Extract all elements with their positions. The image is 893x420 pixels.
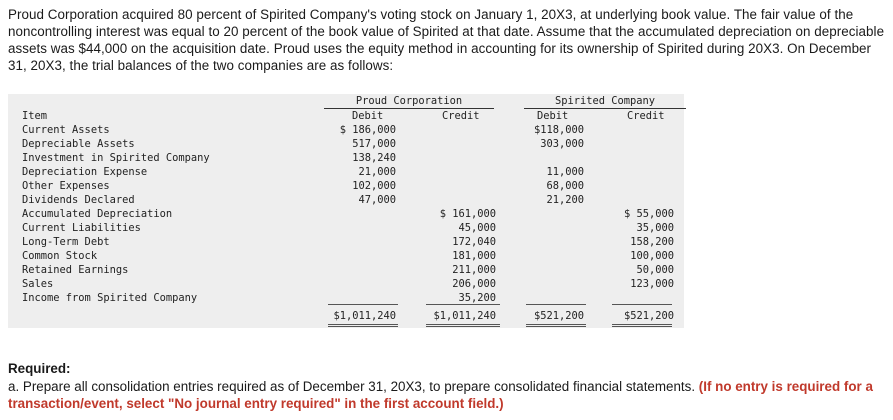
cell-proud-credit: 35,200 — [458, 292, 496, 304]
cell-proud-debit: 21,000 — [358, 166, 396, 178]
cell-spirited-credit: 158,200 — [630, 236, 674, 248]
cell-spirited-debit: 303,000 — [540, 138, 584, 150]
cell-proud-credit: 211,000 — [452, 264, 496, 276]
row-label: Income from Spirited Company — [22, 292, 198, 304]
cell-spirited-debit: $118,000 — [533, 124, 584, 136]
required-note: (If no entry is required for a transacti… — [8, 379, 873, 411]
cell-spirited-credit: 35,000 — [636, 222, 674, 234]
total-rule-spirited-credit — [612, 304, 672, 305]
row-label: Depreciable Assets — [22, 138, 135, 150]
column-header-spirited-debit: Debit — [537, 110, 569, 122]
cell-spirited-credit: 123,000 — [630, 278, 674, 290]
column-header-item: Item — [22, 110, 48, 122]
row-label: Dividends Declared — [22, 194, 135, 206]
cell-proud-credit: 172,040 — [452, 236, 496, 248]
cell-proud-debit: 47,000 — [358, 194, 396, 206]
total-proud-credit: $1,011,240 — [433, 310, 496, 322]
double-rule-spirited-debit — [526, 324, 586, 327]
row-label: Retained Earnings — [22, 264, 129, 276]
column-header-proud-credit: Credit — [442, 110, 480, 122]
cell-spirited-debit: 11,000 — [546, 166, 584, 178]
cell-proud-debit: 517,000 — [352, 138, 396, 150]
row-label: Long-Term Debt — [22, 236, 110, 248]
row-label: Accumulated Depreciation — [22, 208, 173, 220]
double-rule-spirited-credit — [612, 324, 672, 327]
row-label: Current Liabilities — [22, 222, 141, 234]
required-task: a. Prepare all consolidation entries req… — [8, 379, 696, 394]
double-rule-proud-credit — [426, 324, 500, 327]
required-instructions: a. Prepare all consolidation entries req… — [8, 378, 888, 412]
row-label: Common Stock — [22, 250, 98, 262]
cell-proud-credit: 206,000 — [452, 278, 496, 290]
cell-proud-credit: 45,000 — [458, 222, 496, 234]
group-header-spirited: Spirited Company — [554, 95, 656, 107]
total-rule-spirited-debit — [526, 304, 586, 305]
cell-proud-debit: 138,240 — [352, 152, 396, 164]
trial-balance-table: Proud Corporation Spirited Company Item … — [8, 94, 686, 328]
group-header-proud: Proud Corporation — [355, 95, 463, 107]
column-header-spirited-credit: Credit — [627, 110, 665, 122]
problem-statement: Proud Corporation acquired 80 percent of… — [8, 7, 885, 73]
row-label: Investment in Spirited Company — [22, 152, 210, 164]
cell-proud-debit: 102,000 — [352, 180, 396, 192]
row-label: Depreciation Expense — [22, 166, 148, 178]
cell-spirited-debit: 68,000 — [546, 180, 584, 192]
row-label: Other Expenses — [22, 180, 110, 192]
group-underline-spirited — [524, 108, 686, 109]
cell-spirited-debit: 21,200 — [546, 194, 584, 206]
group-underline-proud — [324, 108, 494, 109]
double-rule-proud-debit — [328, 324, 398, 327]
total-spirited-credit: $521,200 — [623, 310, 674, 322]
total-rule-proud-debit — [328, 304, 398, 305]
row-label: Sales — [22, 278, 54, 290]
total-spirited-debit: $521,200 — [533, 310, 584, 322]
cell-proud-debit: $ 186,000 — [339, 124, 396, 136]
cell-proud-credit: 181,000 — [452, 250, 496, 262]
cell-proud-credit: $ 161,000 — [439, 208, 496, 220]
required-heading: Required: — [8, 361, 71, 376]
column-header-proud-debit: Debit — [352, 110, 384, 122]
cell-spirited-credit: $ 55,000 — [623, 208, 674, 220]
cell-spirited-credit: 50,000 — [636, 264, 674, 276]
total-proud-debit: $1,011,240 — [333, 310, 396, 322]
total-rule-proud-credit — [426, 304, 500, 305]
cell-spirited-credit: 100,000 — [630, 250, 674, 262]
row-label: Current Assets — [22, 124, 110, 136]
